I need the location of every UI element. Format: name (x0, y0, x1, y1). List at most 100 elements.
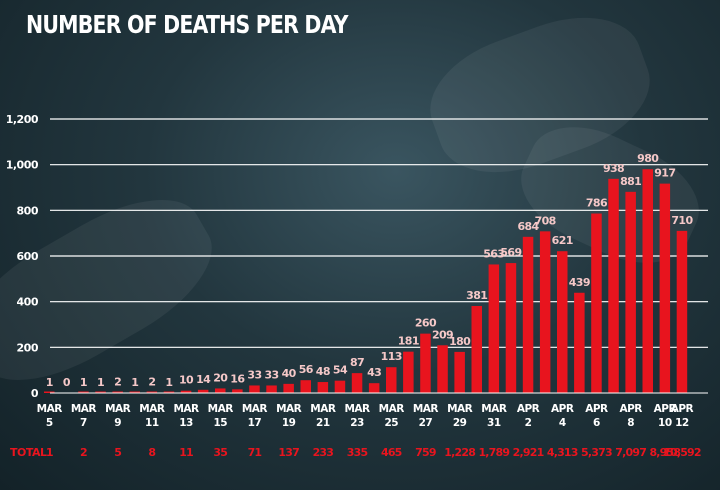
bar-value-label: 260 (415, 317, 437, 330)
bar (249, 385, 260, 393)
x-tick-month: APR (585, 403, 608, 415)
cumulative-total-label: 4,313 (547, 446, 578, 459)
bar (266, 385, 277, 393)
x-tick-month: MAR (413, 403, 439, 415)
x-tick-month: APR (619, 403, 642, 415)
x-tick-day: 11 (145, 417, 159, 429)
bar (44, 391, 55, 393)
bar (471, 306, 482, 393)
bar-value-label: 56 (299, 363, 314, 376)
bar (215, 388, 226, 393)
bar-value-label: 181 (398, 335, 419, 348)
y-tick-label: 1,200 (6, 113, 39, 126)
bar-value-label: 43 (367, 366, 381, 379)
cumulative-total-label: 5 (114, 446, 121, 459)
bar-value-label: 1 (97, 376, 104, 389)
x-tick-day: 2 (525, 417, 532, 429)
bar (574, 292, 585, 393)
bar (676, 230, 688, 393)
bar-value-label: 48 (316, 365, 330, 378)
bar (591, 213, 602, 393)
bar-value-label: 10 (179, 374, 194, 387)
y-tick-label: 600 (17, 250, 39, 263)
x-tick-month: APR (671, 403, 694, 415)
x-tick-month: APR (551, 403, 574, 415)
bar-value-label: 1 (131, 376, 138, 389)
bar (368, 383, 380, 393)
cumulative-total-label: 1,228 (444, 446, 475, 459)
bar (197, 389, 209, 393)
bar-value-label: 14 (196, 373, 211, 386)
x-tick-month: MAR (37, 403, 63, 415)
cumulative-total-label: 71 (248, 446, 262, 459)
x-tick-month: MAR (71, 403, 97, 415)
bar-value-label: 563 (483, 247, 504, 260)
x-tick-month: MAR (447, 403, 473, 415)
bar-value-label: 710 (671, 214, 693, 227)
cumulative-total-label: 137 (278, 446, 299, 459)
bar (95, 391, 106, 393)
cumulative-total-label: 5,373 (581, 446, 612, 459)
cumulative-total-label: 335 (347, 446, 368, 459)
bar-value-label: 569 (500, 246, 521, 259)
bar-value-label: 2 (148, 376, 155, 389)
x-tick-day: 5 (46, 417, 53, 429)
bar (437, 345, 448, 393)
cumulative-total-label: 759 (415, 446, 436, 459)
bar-value-label: 33 (247, 368, 261, 381)
cumulative-total-label: 2,921 (513, 446, 544, 459)
x-tick-day: 19 (282, 417, 296, 429)
bar-value-label: 684 (517, 220, 539, 233)
y-tick-label: 200 (17, 341, 39, 354)
x-tick-day: 17 (248, 417, 262, 429)
bar (539, 231, 551, 393)
x-tick-day: 4 (559, 417, 566, 429)
bar (300, 380, 311, 393)
x-tick-month: MAR (481, 403, 507, 415)
x-tick-day: 12 (675, 417, 689, 429)
bar-value-label: 381 (466, 289, 487, 302)
bar-value-label: 786 (586, 197, 608, 210)
x-tick-month: APR (517, 403, 540, 415)
bar-value-label: 180 (449, 335, 471, 348)
bar (163, 391, 175, 393)
bar (625, 191, 636, 393)
bar (403, 351, 414, 393)
cumulative-total-label: 2 (80, 446, 87, 459)
x-tick-day: 9 (114, 417, 121, 429)
cumulative-total-label: 465 (381, 446, 402, 459)
bar (283, 383, 294, 393)
x-tick-month: MAR (208, 403, 234, 415)
cumulative-total-label: 11 (179, 446, 193, 459)
cumulative-total-label: 7,097 (615, 446, 646, 459)
bar-value-label: 113 (381, 350, 402, 363)
bar-value-label: 621 (552, 234, 573, 247)
x-tick-month: MAR (344, 403, 370, 415)
bar-value-label: 439 (569, 276, 590, 289)
totals-row-label: TOTAL (10, 446, 47, 459)
bar (608, 178, 619, 393)
bar (129, 391, 140, 393)
bar-value-label: 54 (333, 364, 348, 377)
x-tick-month: APR (654, 403, 677, 415)
bar-value-label: 917 (654, 167, 675, 180)
x-tick-day: 23 (350, 417, 364, 429)
x-tick-day: 25 (384, 417, 398, 429)
cumulative-total-label: 8 (148, 446, 155, 459)
bar (334, 380, 346, 393)
bar-value-label: 33 (264, 368, 278, 381)
bar (454, 351, 465, 393)
bar (232, 389, 243, 393)
x-tick-day: 31 (487, 417, 501, 429)
x-tick-month: MAR (310, 403, 336, 415)
bar-value-label: 708 (535, 214, 556, 227)
bar-value-label: 2 (114, 376, 121, 389)
bar (78, 391, 89, 393)
bar-value-label: 87 (350, 356, 364, 369)
bar-value-label: 1 (46, 376, 53, 389)
x-tick-day: 7 (80, 417, 87, 429)
bar (146, 391, 158, 393)
cumulative-total-label: 35 (213, 446, 227, 459)
bar-value-label: 1 (165, 376, 172, 389)
